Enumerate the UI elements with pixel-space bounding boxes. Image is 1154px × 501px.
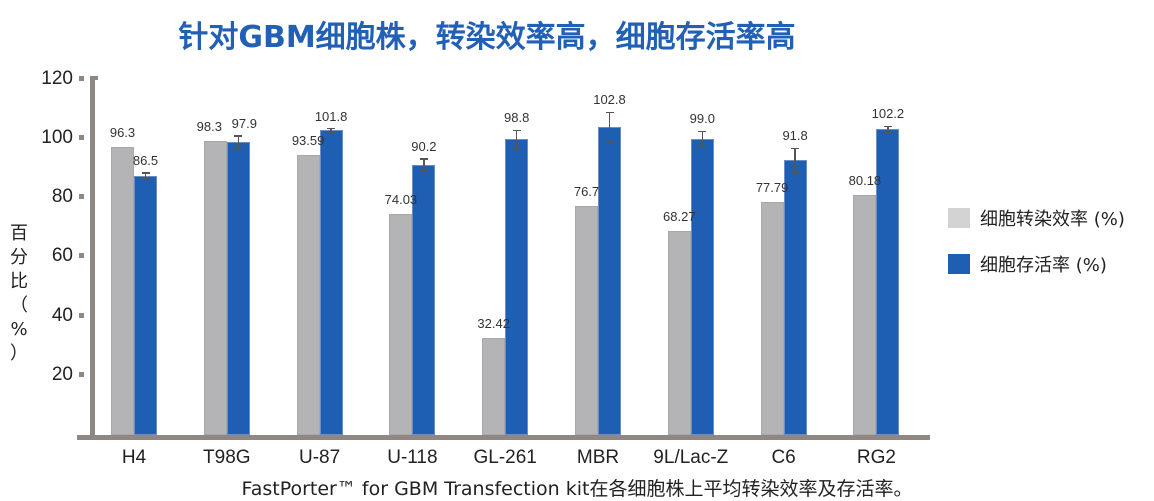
chart-title: 针对GBM细胞株，转染效率高，细胞存活率高 (178, 20, 796, 55)
error-bar (887, 126, 889, 133)
y-tick-60: 60 (0, 245, 84, 267)
x-tick-label: H4 (121, 447, 147, 468)
error-bar-cap (698, 145, 707, 148)
value-label-viability: 101.8 (314, 108, 348, 124)
error-bar-cap (605, 141, 614, 144)
bar-viability (505, 139, 529, 435)
error-bar-cap (605, 111, 614, 114)
value-label-transfection: 80.18 (848, 173, 882, 189)
value-label-transfection: 93.59 (291, 133, 325, 148)
error-bar-cap (327, 127, 336, 130)
x-axis-line (77, 435, 930, 440)
value-label-viability: 86.5 (132, 153, 159, 169)
bar-transfection (111, 146, 134, 435)
bar-viability (226, 142, 250, 435)
y-tick-120: 120 (0, 68, 84, 90)
bar-viability (690, 138, 714, 435)
figure-caption: FastPorter™ for GBM Transfection kit在各细胞… (241, 478, 913, 500)
value-label-viability: 102.8 (593, 92, 626, 108)
error-bar (330, 128, 332, 133)
bar-transfection (482, 338, 506, 435)
bar-transfection (389, 213, 413, 435)
legend-swatch-blue (948, 254, 970, 274)
value-label-viability: 91.8 (782, 128, 808, 144)
x-tick-label: C6 (771, 447, 796, 468)
bar-viability (319, 130, 343, 435)
legend-item-transfection: 细胞转染效率 (%) (948, 206, 1125, 230)
y-axis-line (90, 76, 95, 438)
error-bar (608, 112, 611, 143)
value-label-transfection: 68.27 (663, 208, 696, 224)
bar-transfection (760, 202, 784, 435)
bar-viability (783, 160, 807, 435)
value-label-transfection: 98.3 (196, 118, 222, 134)
value-label-transfection: 96.3 (109, 124, 136, 140)
value-label-viability: 97.9 (231, 116, 257, 132)
bar-transfection (667, 230, 691, 435)
error-bar-cap (419, 170, 428, 172)
bar-transfection (853, 195, 877, 435)
error-bar (423, 159, 425, 172)
error-bar-cap (234, 135, 243, 137)
error-bar-cap (791, 147, 800, 150)
bar-viability (134, 176, 157, 435)
error-bar-cap (327, 131, 336, 133)
error-bar-cap (883, 125, 892, 127)
x-tick-label: U-118 (387, 447, 438, 468)
x-tick-label: 9L/Lac-Z (653, 447, 729, 468)
error-bar-cap (141, 178, 150, 180)
y-tick-80: 80 (0, 186, 84, 208)
error-bar (515, 130, 518, 149)
error-bar-cap (791, 171, 800, 174)
y-tick-40: 40 (0, 305, 84, 327)
bar-transfection (296, 155, 320, 435)
value-label-viability: 98.8 (504, 110, 530, 126)
x-tick-label: GL-261 (473, 447, 537, 468)
error-bar (794, 148, 796, 173)
legend-swatch-gray (948, 208, 970, 228)
value-label-viability: 102.2 (871, 106, 905, 122)
bar-transfection (203, 140, 227, 435)
error-bar-cap (419, 158, 428, 160)
value-label-viability: 90.2 (411, 139, 437, 155)
value-label-transfection: 74.03 (384, 191, 418, 207)
error-bar-cap (512, 129, 521, 132)
x-tick-label: U-87 (299, 447, 341, 468)
x-tick-label: RG2 (856, 447, 896, 468)
error-bar (144, 173, 147, 180)
error-bar-cap (883, 131, 892, 133)
error-bar (237, 136, 240, 149)
y-axis-cap (90, 76, 98, 80)
x-tick-label: T98G (203, 447, 251, 468)
bar-viability (598, 127, 621, 435)
error-bar (701, 131, 704, 147)
error-bar-cap (234, 147, 243, 149)
value-label-transfection: 32.42 (477, 316, 510, 331)
error-bar-cap (512, 147, 521, 150)
y-tick-100: 100 (0, 127, 84, 149)
value-label-transfection: 77.79 (755, 180, 789, 196)
error-bar-cap (698, 130, 707, 133)
y-tick-20: 20 (0, 364, 84, 386)
value-label-viability: 99.0 (689, 111, 715, 127)
value-label-transfection: 76.7 (573, 183, 600, 199)
error-bar-cap (141, 172, 150, 174)
bar-transfection (575, 205, 598, 435)
legend-item-viability: 细胞存活率 (%) (948, 252, 1125, 276)
x-tick-label: MBR (576, 447, 620, 468)
y-axis-label: 百 分 比 （ % ） (10, 223, 28, 364)
legend: 细胞转染效率 (%) 细胞存活率 (%) (948, 206, 1125, 298)
